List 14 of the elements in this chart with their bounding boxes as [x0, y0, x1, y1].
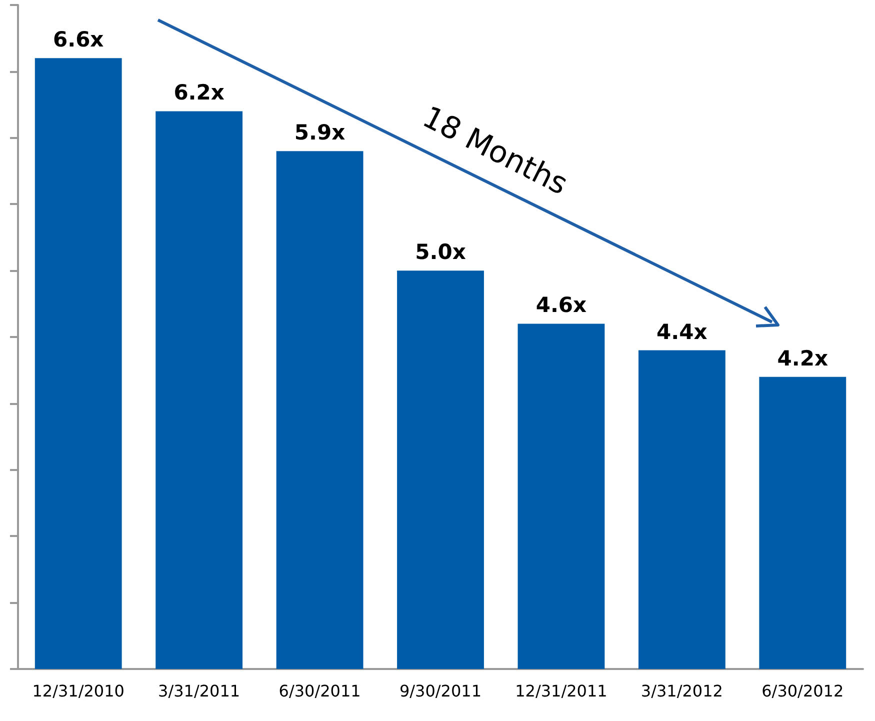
x-tick-label: 9/30/2011: [399, 682, 482, 700]
data-label: 6.2x: [174, 80, 225, 105]
x-tick-label: 3/31/2011: [158, 682, 240, 700]
data-label: 4.4x: [656, 320, 708, 344]
x-tick-label: 6/30/2012: [762, 682, 844, 700]
data-label: 5.9x: [294, 120, 346, 145]
data-label: 6.6x: [52, 28, 104, 52]
x-tick-label: 6/30/2011: [278, 682, 361, 700]
x-tick-label: 12/31/2010: [32, 682, 124, 700]
x-tick-label: 12/31/2011: [515, 682, 608, 700]
data-label: 4.6x: [536, 293, 588, 318]
data-label: 4.2x: [777, 346, 828, 370]
data-label: 5.0x: [415, 240, 466, 264]
x-tick-label: 3/31/2012: [640, 682, 723, 700]
